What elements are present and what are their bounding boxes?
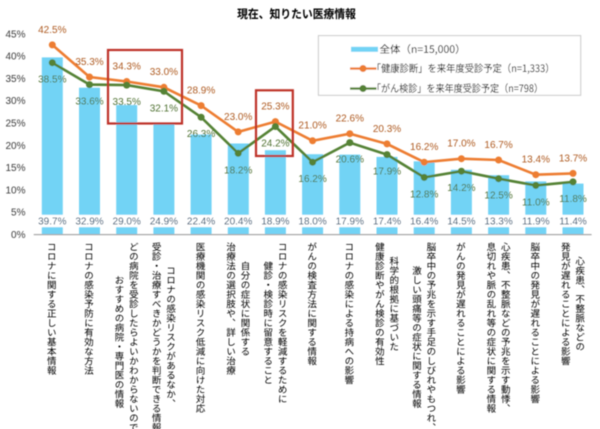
svg-text:18.2%: 18.2%: [224, 165, 252, 176]
svg-text:11.4%: 11.4%: [559, 216, 587, 227]
svg-text:25.3%: 25.3%: [261, 102, 289, 113]
svg-text:17.4%: 17.4%: [373, 216, 401, 227]
svg-text:22.4%: 22.4%: [187, 216, 215, 227]
svg-text:14.5%: 14.5%: [447, 216, 475, 227]
svg-text:45%: 45%: [5, 29, 25, 40]
svg-text:18.0%: 18.0%: [298, 216, 326, 227]
svg-text:26.3%: 26.3%: [187, 129, 215, 140]
svg-text:17.9%: 17.9%: [336, 216, 364, 227]
svg-text:17.0%: 17.0%: [447, 139, 475, 150]
svg-text:12.8%: 12.8%: [410, 189, 438, 200]
svg-text:15%: 15%: [5, 163, 25, 174]
svg-text:39.7%: 39.7%: [38, 216, 66, 227]
svg-text:13.3%: 13.3%: [484, 216, 512, 227]
svg-text:10%: 10%: [5, 185, 25, 196]
svg-text:42.5%: 42.5%: [38, 25, 66, 36]
svg-text:16.4%: 16.4%: [410, 216, 438, 227]
svg-text:12.5%: 12.5%: [484, 191, 512, 202]
svg-text:33.0%: 33.0%: [150, 67, 178, 78]
svg-text:13.4%: 13.4%: [522, 155, 550, 166]
svg-text:23.0%: 23.0%: [224, 112, 252, 123]
svg-text:16.7%: 16.7%: [484, 140, 512, 151]
svg-text:13.7%: 13.7%: [559, 153, 587, 164]
svg-text:29.0%: 29.0%: [113, 216, 141, 227]
svg-text:21.0%: 21.0%: [298, 121, 326, 132]
svg-text:35.3%: 35.3%: [75, 57, 103, 68]
svg-text:32.1%: 32.1%: [150, 103, 178, 114]
svg-text:11.9%: 11.9%: [522, 216, 550, 227]
svg-text:0%: 0%: [11, 230, 26, 241]
svg-text:38.5%: 38.5%: [38, 75, 66, 86]
svg-text:32.9%: 32.9%: [75, 216, 103, 227]
svg-text:14.2%: 14.2%: [447, 183, 475, 194]
svg-text:18.9%: 18.9%: [261, 216, 289, 227]
svg-text:33.6%: 33.6%: [75, 97, 103, 108]
svg-text:28.9%: 28.9%: [187, 86, 215, 97]
svg-text:24.9%: 24.9%: [150, 216, 178, 227]
svg-text:11.0%: 11.0%: [522, 197, 550, 208]
svg-text:40%: 40%: [5, 52, 25, 63]
svg-text:20.4%: 20.4%: [224, 216, 252, 227]
svg-text:5%: 5%: [11, 208, 26, 219]
svg-text:11.8%: 11.8%: [559, 194, 587, 205]
svg-text:34.3%: 34.3%: [113, 61, 141, 72]
svg-text:30%: 30%: [5, 96, 25, 107]
svg-text:33.5%: 33.5%: [113, 97, 141, 108]
svg-text:24.2%: 24.2%: [261, 139, 289, 150]
svg-text:20%: 20%: [5, 141, 25, 152]
svg-text:16.2%: 16.2%: [410, 142, 438, 153]
svg-text:17.9%: 17.9%: [373, 167, 401, 178]
svg-text:16.2%: 16.2%: [298, 174, 326, 185]
svg-text:35%: 35%: [5, 74, 25, 85]
svg-text:20.3%: 20.3%: [373, 124, 401, 135]
svg-text:25%: 25%: [5, 119, 25, 130]
svg-text:22.6%: 22.6%: [336, 114, 364, 125]
svg-text:20.6%: 20.6%: [336, 155, 364, 166]
